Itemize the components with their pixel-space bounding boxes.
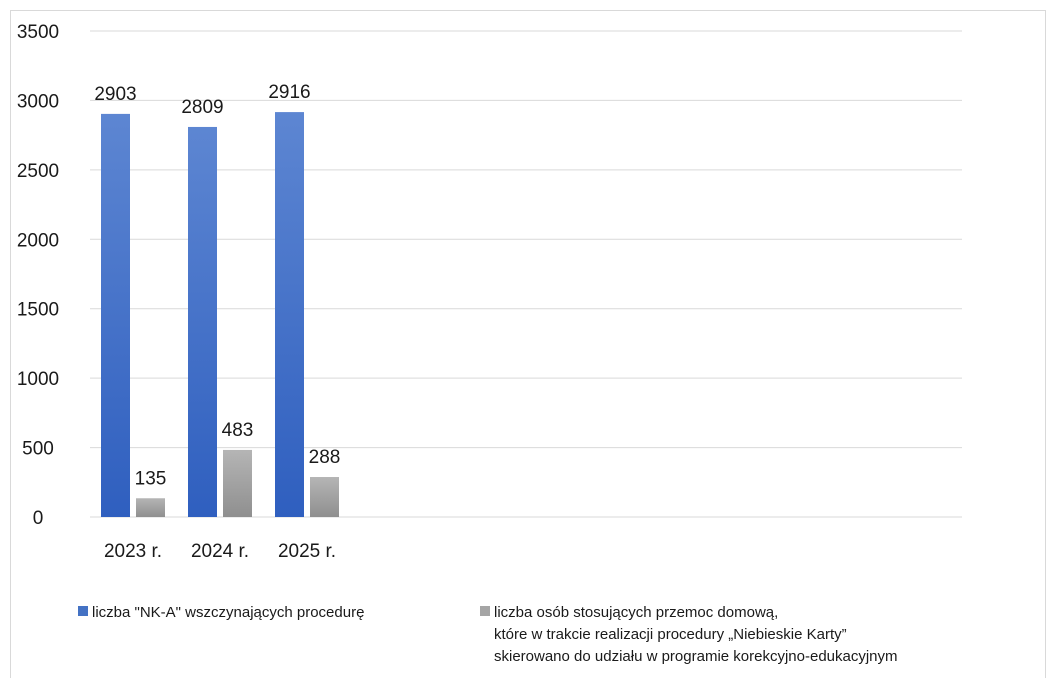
y-tick-label: 0: [33, 508, 44, 529]
data-labels: 2903 135 2809 483 2916 288: [94, 82, 340, 489]
legend-label-2: liczba osób stosujących przemoc domową,: [494, 604, 778, 621]
bar-series-2-1: [223, 449, 252, 517]
bar-series-2-0: [136, 498, 165, 517]
bar-series-1-1: [188, 126, 217, 517]
y-tick-label: 500: [22, 439, 54, 460]
y-tick-label: 3000: [17, 91, 59, 112]
x-category-label: 2023 r.: [104, 541, 162, 562]
bars: [101, 112, 339, 518]
data-label: 288: [309, 447, 341, 468]
y-tick-label: 3500: [17, 22, 59, 43]
chart-frame: [10, 10, 1046, 678]
y-tick-label: 2500: [17, 161, 59, 182]
y-tick-label: 1000: [17, 369, 59, 390]
bar-series-1-2: [275, 112, 304, 517]
legend-label-2: skierowano do udziału w programie korekc…: [494, 648, 898, 665]
legend-label-1: liczba "NK-A" wszczynających procedurę: [92, 604, 364, 621]
bar-series-1-0: [101, 113, 130, 518]
data-label: 2916: [268, 82, 310, 103]
data-label: 135: [135, 468, 167, 489]
y-axis-ticks: 0 500 1000 1500 2000 2500 3000 3500: [17, 22, 59, 529]
x-category-label: 2024 r.: [191, 541, 249, 562]
legend: liczba "NK-A" wszczynających procedurę li…: [78, 604, 898, 665]
x-axis-categories: 2023 r. 2024 r. 2025 r.: [104, 541, 336, 562]
data-label: 2903: [94, 84, 136, 105]
data-label: 483: [222, 420, 254, 441]
x-category-label: 2025 r.: [278, 541, 336, 562]
y-tick-label: 2000: [17, 230, 59, 251]
legend-swatch-1: [78, 606, 88, 616]
legend-label-2: które w trakcie realizacji procedury „Ni…: [494, 626, 847, 643]
legend-swatch-2: [480, 606, 490, 616]
bar-series-2-2: [310, 477, 339, 517]
y-tick-label: 1500: [17, 300, 59, 321]
data-label: 2809: [181, 97, 223, 118]
